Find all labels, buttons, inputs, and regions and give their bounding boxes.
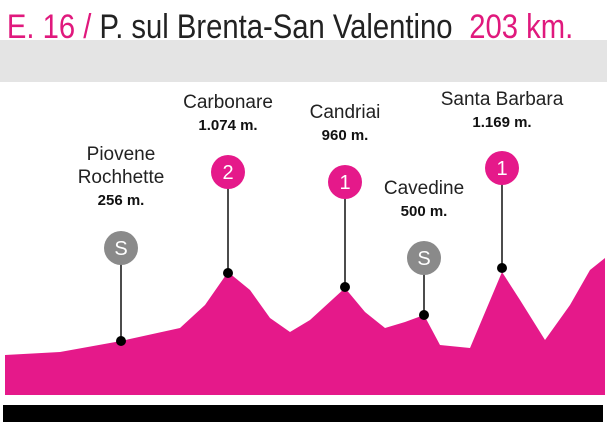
climb-name: Rochhette	[78, 167, 165, 188]
summit-dot	[497, 263, 507, 273]
summit-dot	[223, 268, 233, 278]
climb-altitude: 960 m.	[322, 127, 369, 144]
summit-dot	[340, 282, 350, 292]
badge	[407, 241, 441, 275]
climb-altitude: 500 m.	[401, 203, 448, 220]
badge	[328, 165, 362, 199]
summit-dot	[419, 310, 429, 320]
climb-name: Candriai	[310, 102, 381, 123]
climb-name: Cavedine	[384, 178, 464, 199]
stage-number: E. 16 /	[7, 7, 92, 46]
header-band	[0, 40, 607, 82]
badge-label: S	[114, 238, 127, 260]
baseline-bar	[3, 405, 603, 422]
badge	[485, 151, 519, 185]
summit-dot	[116, 336, 126, 346]
route: P. sul Brenta-San Valentino	[99, 7, 452, 46]
badge	[211, 155, 245, 189]
header: E. 16 / P. sul Brenta-San Valentino 203 …	[7, 7, 573, 46]
climb-altitude: 1.169 m.	[472, 114, 531, 131]
badge-label: 1	[339, 172, 350, 194]
climb-altitude: 1.074 m.	[198, 117, 257, 134]
badge-label: S	[417, 248, 430, 270]
climb-name: Piovene	[87, 144, 156, 165]
badge-label: 2	[222, 162, 233, 184]
climb-name: Santa Barbara	[441, 89, 564, 110]
elevation-profile	[5, 258, 605, 395]
badge	[104, 231, 138, 265]
distance: 203 km.	[469, 7, 573, 46]
climb-altitude: 256 m.	[98, 192, 145, 209]
climb-name: Carbonare	[183, 92, 273, 113]
badge-label: 1	[496, 158, 507, 180]
